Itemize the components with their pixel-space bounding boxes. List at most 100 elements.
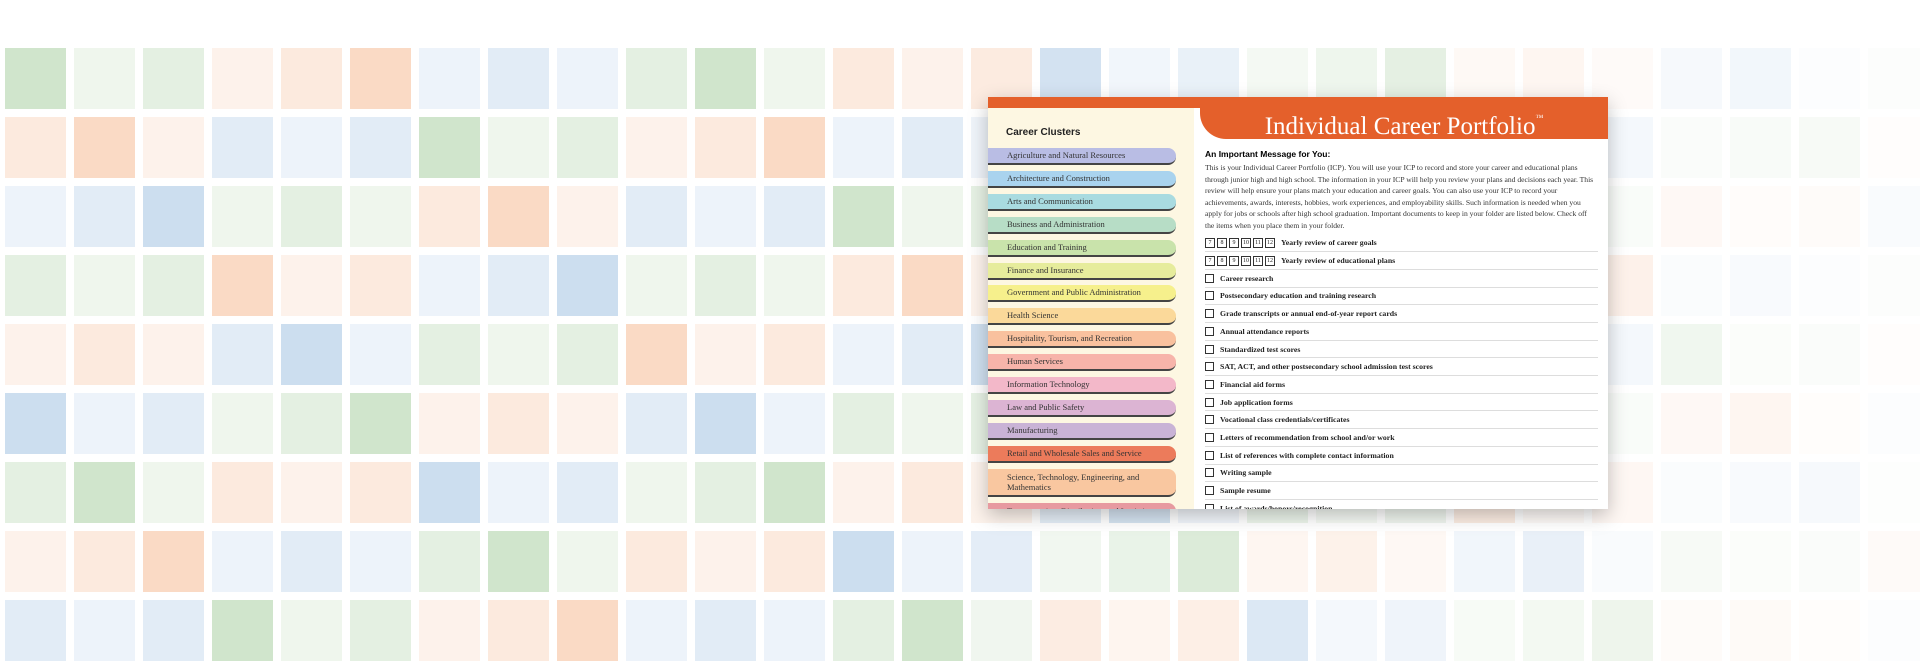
tile (74, 462, 135, 523)
tile (695, 600, 756, 661)
checklist-item[interactable]: Career research (1205, 270, 1598, 288)
checklist-item[interactable]: Writing sample (1205, 465, 1598, 483)
tile (143, 324, 204, 385)
grade-box: 12 (1265, 255, 1275, 266)
tile (281, 600, 342, 661)
tile (1799, 531, 1860, 592)
tile (212, 462, 273, 523)
item-label: List of awards/honors/recognition (1220, 503, 1333, 509)
tile (971, 531, 1032, 592)
clusters-panel (988, 97, 1194, 509)
tile (1730, 48, 1791, 109)
cluster: Finance and Insurance (988, 262, 1176, 280)
cluster: Health Science (988, 308, 1176, 326)
tile (1799, 48, 1860, 109)
tile (1454, 531, 1515, 592)
checkbox (1205, 326, 1214, 336)
tile (281, 462, 342, 523)
tile (764, 462, 825, 523)
checklist: 7 8 9 10 11 12 Yearly review of career goals 7 8… (1205, 235, 1598, 509)
tile (1661, 117, 1722, 178)
tile (1661, 186, 1722, 247)
tile (419, 531, 480, 592)
checklist-item[interactable]: Postsecondary education and training res… (1205, 288, 1598, 306)
checklist-item[interactable]: Grade transcripts or annual end-of-year … (1205, 305, 1598, 323)
tile (557, 600, 618, 661)
tile (626, 531, 687, 592)
tile (1868, 324, 1920, 385)
cluster: Human Services (988, 354, 1176, 372)
tile (143, 462, 204, 523)
tile (143, 117, 204, 178)
checkbox (1205, 362, 1214, 372)
item-label: Financial aid forms (1220, 379, 1285, 389)
tile (1868, 531, 1920, 592)
item-label: Vocational class credentials/certificate… (1220, 415, 1350, 425)
tile (5, 117, 66, 178)
cluster: Arts and Communication (988, 193, 1176, 211)
grade-box: 11 (1253, 255, 1263, 266)
tile (1799, 186, 1860, 247)
tile (212, 48, 273, 109)
tile (212, 324, 273, 385)
tile (695, 117, 756, 178)
grade-box: 12 (1265, 237, 1275, 248)
item-label: Grade transcripts or annual end-of-year … (1220, 309, 1398, 319)
tile (833, 324, 894, 385)
checklist-item[interactable]: Standardized test scores (1205, 341, 1598, 359)
cluster: Business and Administration (988, 216, 1176, 234)
tile (1523, 531, 1584, 592)
grade-box: 9 (1229, 237, 1239, 248)
tile (1592, 600, 1653, 661)
page: Individual Career Portfolio™ Career Clus… (5, 48, 1920, 661)
grade-box: 9 (1229, 255, 1239, 266)
tile (626, 255, 687, 316)
tile (1592, 531, 1653, 592)
tile (1661, 600, 1722, 661)
tile (212, 393, 273, 454)
tile (1661, 48, 1722, 109)
checkbox (1205, 309, 1214, 319)
tile (1178, 531, 1239, 592)
tile (143, 48, 204, 109)
tile (764, 255, 825, 316)
cluster: Hospitality, Tourism, and Recreation (988, 331, 1176, 349)
tile (764, 117, 825, 178)
tile (350, 324, 411, 385)
tile (902, 600, 963, 661)
checklist-item[interactable]: SAT, ACT, and other postsecondary school… (1205, 358, 1598, 377)
tile (1661, 324, 1722, 385)
checkbox (1205, 503, 1214, 509)
tile (74, 600, 135, 661)
tile (695, 48, 756, 109)
tile (1730, 324, 1791, 385)
tile (833, 531, 894, 592)
checklist-item[interactable]: Sample resume (1205, 482, 1598, 500)
tile (281, 324, 342, 385)
tile (557, 462, 618, 523)
cluster: Architecture and Construction (988, 170, 1176, 188)
tile (74, 48, 135, 109)
checklist-item[interactable]: List of references with complete contact… (1205, 447, 1598, 465)
checklist-item[interactable]: Financial aid forms (1205, 376, 1598, 394)
checklist-item[interactable]: Annual attendance reports (1205, 323, 1598, 341)
item-label: Job application forms (1220, 397, 1293, 407)
checklist-item[interactable]: Job application forms (1205, 394, 1598, 412)
tile (833, 186, 894, 247)
grade-box: 10 (1241, 237, 1251, 248)
tile (281, 531, 342, 592)
checklist-item[interactable]: Letters of recommendation from school an… (1205, 429, 1598, 447)
item-label: Standardized test scores (1220, 344, 1301, 354)
tile (902, 186, 963, 247)
tile (1868, 462, 1920, 523)
tile (488, 186, 549, 247)
checklist-item[interactable]: List of awards/honors/recognition (1205, 500, 1598, 509)
item-label: List of references with complete contact… (1220, 450, 1394, 460)
tile (1661, 393, 1722, 454)
tile (5, 393, 66, 454)
tile (1868, 186, 1920, 247)
tile (833, 600, 894, 661)
checklist-item[interactable]: Vocational class credentials/certificate… (1205, 411, 1598, 430)
message-panel: An Important Message for You: This is yo… (1205, 149, 1598, 509)
tile (902, 462, 963, 523)
